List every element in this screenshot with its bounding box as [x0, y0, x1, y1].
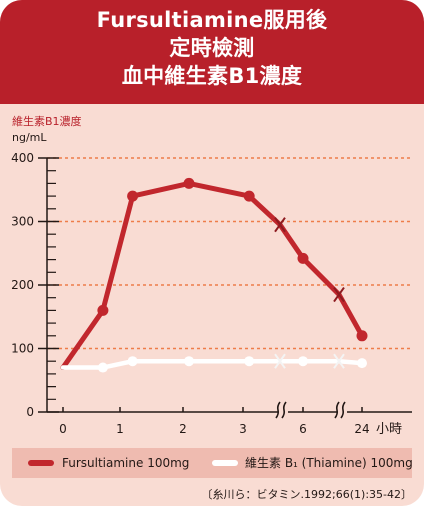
series-thiamine: [60, 353, 367, 373]
x-tick-label-2: 2: [179, 422, 187, 436]
data-point: [298, 356, 308, 367]
x-axis-break-1-stroke-a: [275, 401, 281, 419]
legend-label-fursultiamine: Fursultiamine 100mg: [62, 456, 190, 470]
data-point: [183, 177, 195, 189]
series-fursultiamine: [60, 177, 368, 371]
y-tick-label-200: 200: [11, 278, 34, 292]
x-axis-break-2-stroke-b: [340, 401, 346, 419]
data-point: [127, 190, 139, 202]
x-tick-label-24: 24: [354, 422, 369, 436]
x-axis-label: 小時: [376, 422, 402, 437]
data-point: [243, 190, 255, 202]
chart-title: Fursultiamine服用後 定時檢測 血中維生素B1濃度: [0, 0, 424, 104]
y-tick-label-400: 400: [11, 151, 34, 165]
legend-swatch-thiamine: [212, 460, 238, 466]
series-break-mark: [333, 353, 345, 369]
y-tick-label-0: 0: [26, 405, 34, 419]
title-line-2: 定時檢測: [169, 36, 255, 60]
series-break-mark: [274, 353, 286, 369]
legend-swatch-fursultiamine: [28, 460, 54, 466]
x-tick-label-1: 1: [116, 422, 124, 436]
y-tick-label-100: 100: [11, 342, 34, 356]
y-tick-label-300: 300: [11, 215, 34, 229]
legend: Fursultiamine 100mg 維生素 B₁ (Thiamine) 10…: [12, 448, 413, 478]
x-axis-break-1-gap: [278, 404, 288, 420]
title-line-3: 血中維生素B1濃度: [121, 64, 303, 88]
x-axis-break-1-stroke-b: [281, 401, 287, 419]
x-axis-break-2-gap: [337, 404, 347, 420]
x-tick-label-6: 6: [299, 422, 307, 436]
source-citation: 〔糸川ら：ビタミン.1992;66(1):35-42〕: [201, 488, 412, 501]
data-point: [127, 356, 138, 367]
series-break-mark: [274, 217, 286, 233]
x-tick-label-0: 0: [59, 422, 67, 436]
data-point: [356, 330, 368, 342]
x-tick-label-3: 3: [239, 422, 247, 436]
series-line-fursultiamine: [60, 180, 365, 371]
data-point: [357, 358, 367, 369]
data-point: [244, 356, 255, 367]
x-axis-break-2-stroke-a: [334, 401, 340, 419]
data-point: [97, 362, 108, 373]
legend-label-thiamine: 維生素 B₁ (Thiamine) 100mg: [245, 456, 413, 470]
title-line-1: Fursultiamine服用後: [96, 8, 328, 32]
series-break-mark: [333, 286, 345, 303]
data-point: [97, 304, 109, 316]
y-axis-label: 維生素B1濃度: [12, 115, 82, 128]
data-point: [297, 252, 309, 264]
y-axis-unit: ng/mL: [12, 131, 47, 144]
series-line-thiamine: [60, 358, 365, 370]
data-point: [184, 356, 194, 367]
